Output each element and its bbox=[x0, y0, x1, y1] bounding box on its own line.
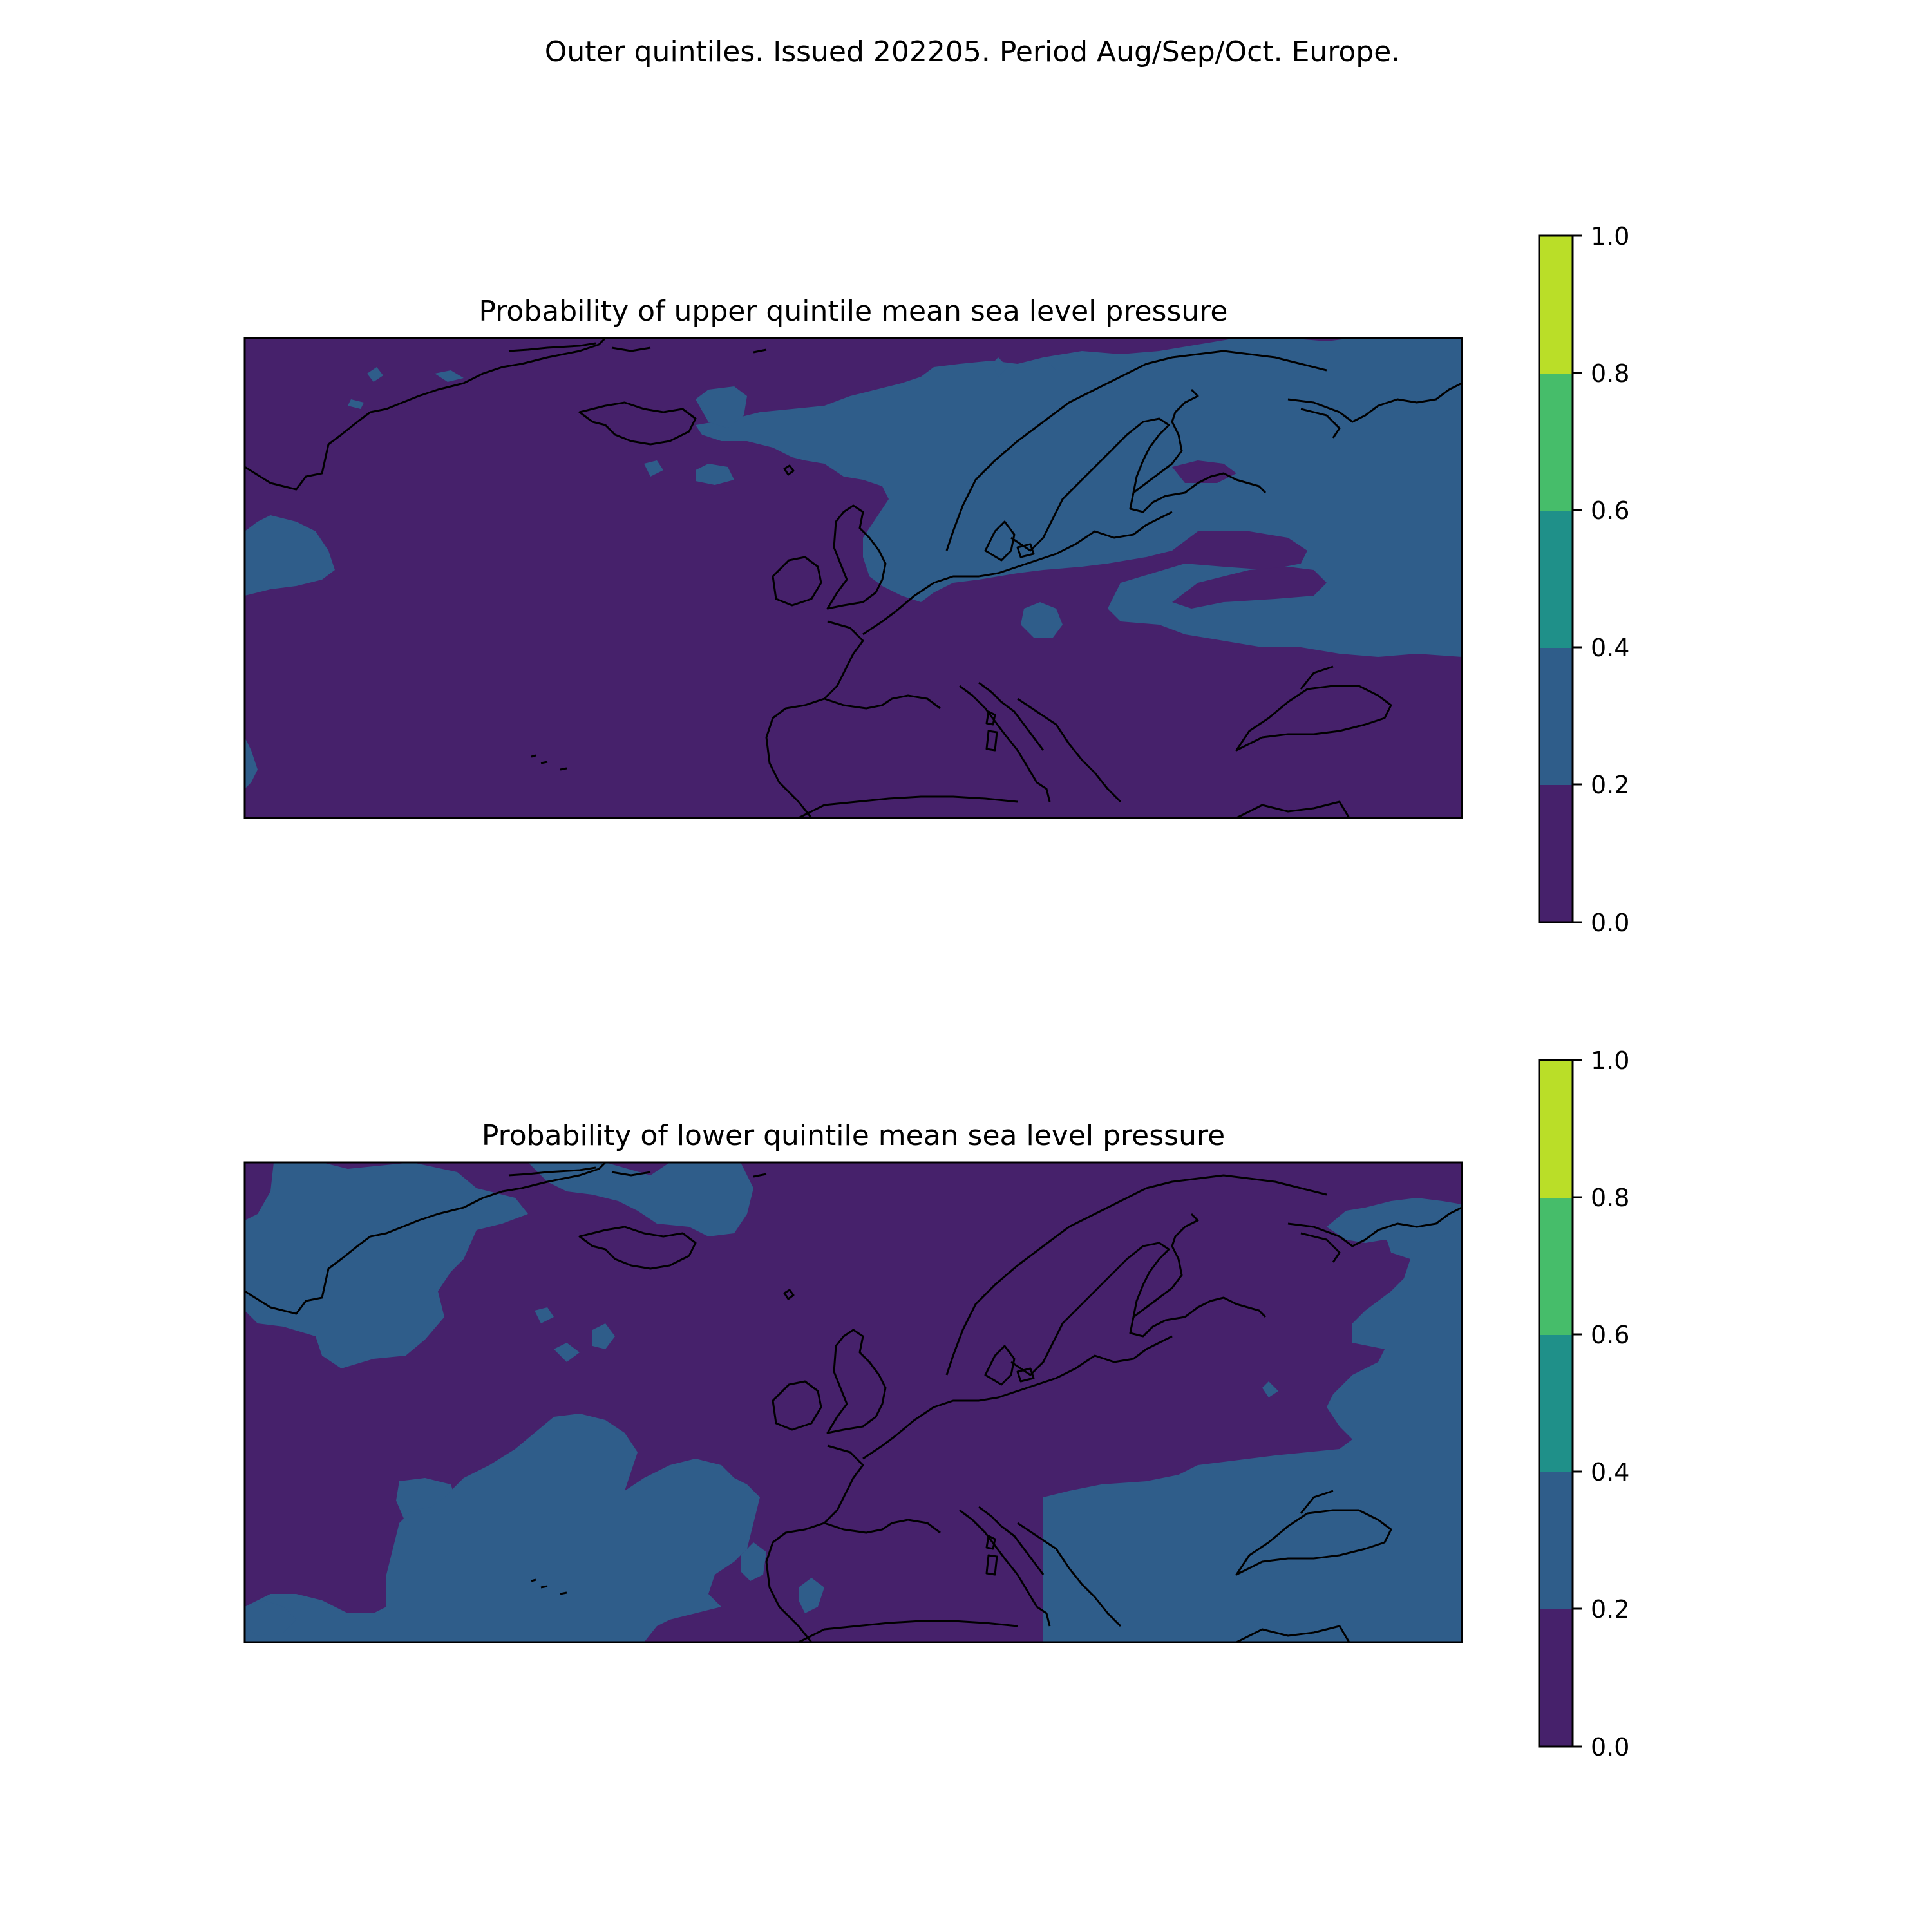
panel-1-map bbox=[245, 338, 1462, 818]
panel-1-colorbar-band-0 bbox=[1539, 784, 1573, 922]
panel-2-colorbar-band-0 bbox=[1539, 1609, 1573, 1747]
figure-suptitle: Outer quintiles. Issued 202205. Period A… bbox=[545, 35, 1401, 68]
panel-2-colorbar-tick-5: 1.0 bbox=[1591, 1046, 1629, 1075]
panel-2-colorbar-tick-4: 0.8 bbox=[1591, 1184, 1629, 1212]
panel-2-colorbar-tick-1: 0.2 bbox=[1591, 1595, 1629, 1624]
panel-2-colorbar-tick-2: 0.4 bbox=[1591, 1458, 1629, 1486]
panel-2-colorbar-band-3 bbox=[1539, 1197, 1573, 1335]
panel-1-colorbar-band-3 bbox=[1539, 373, 1573, 511]
panel-1-colorbar-tick-3: 0.6 bbox=[1591, 497, 1629, 525]
panel-2-colorbar-band-2 bbox=[1539, 1334, 1573, 1472]
panel-1-colorbar-tick-0: 0.0 bbox=[1591, 909, 1629, 937]
panel-1-title: Probability of upper quintile mean sea l… bbox=[479, 295, 1228, 328]
panel-1-colorbar-band-2 bbox=[1539, 510, 1573, 648]
panel-2-colorbar-tick-3: 0.6 bbox=[1591, 1321, 1629, 1349]
panel-1-frame bbox=[243, 337, 1463, 819]
panel-2-colorbar-tick-0: 0.0 bbox=[1591, 1733, 1629, 1761]
panel-2-colorbar: 0.0 0.2 0.4 0.6 0.8 1.0 bbox=[1538, 1046, 1629, 1761]
panel-1-colorbar-tick-1: 0.2 bbox=[1591, 771, 1629, 799]
panel-1-colorbar-tick-5: 1.0 bbox=[1591, 222, 1629, 251]
panel-2-colorbar-band-1 bbox=[1539, 1472, 1573, 1609]
panel-1-colorbar-tick-4: 0.8 bbox=[1591, 359, 1629, 388]
panel-2-colorbar-band-4 bbox=[1539, 1060, 1573, 1198]
panel-1-colorbar-frame bbox=[1538, 234, 1574, 923]
panel-1-colorbar-tick-2: 0.4 bbox=[1591, 634, 1629, 662]
panel-2-map bbox=[245, 1162, 1462, 1642]
panel-1-colorbar-band-1 bbox=[1539, 647, 1573, 785]
panel-1-colorbar-band-4 bbox=[1539, 236, 1573, 374]
panel-2-title: Probability of lower quintile mean sea l… bbox=[482, 1119, 1225, 1152]
panel-2-colorbar-frame bbox=[1538, 1059, 1574, 1748]
panel-2-frame bbox=[243, 1161, 1463, 1643]
panel-1-colorbar: 0.0 0.2 0.4 0.6 0.8 1.0 bbox=[1538, 222, 1629, 937]
